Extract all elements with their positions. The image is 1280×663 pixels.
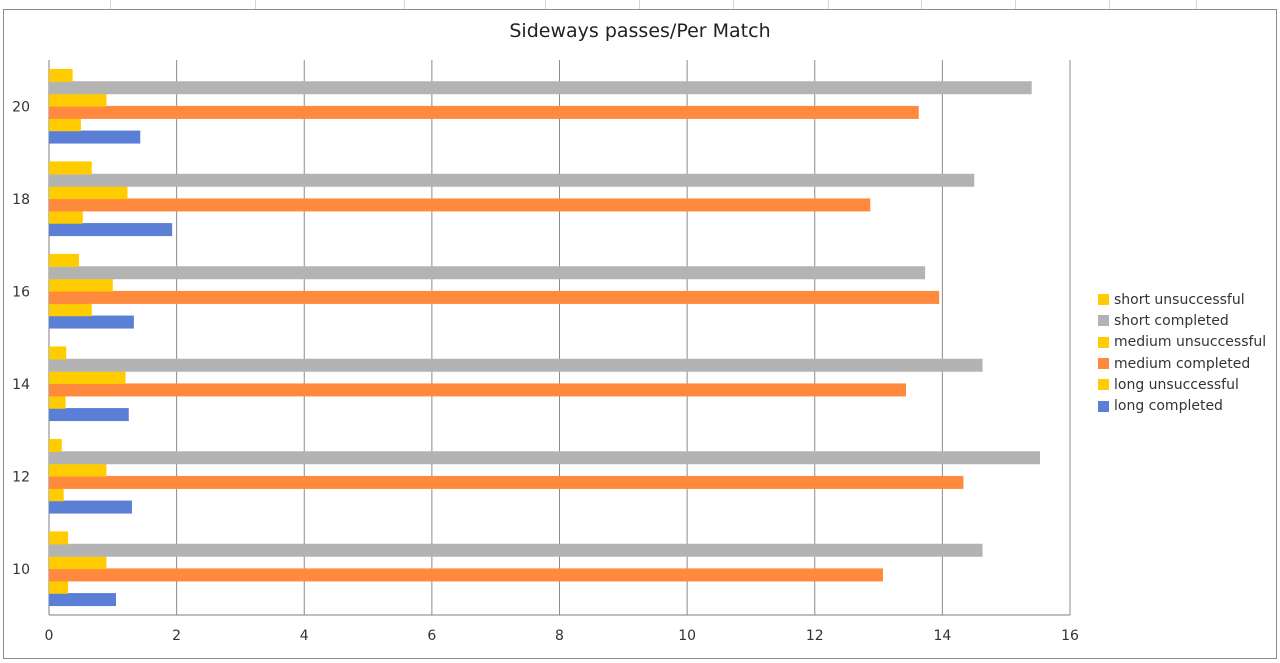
y-tick-label: 16 bbox=[12, 284, 30, 300]
bar bbox=[49, 173, 975, 187]
bar bbox=[49, 105, 919, 119]
legend-label: short unsuccessful bbox=[1114, 291, 1245, 308]
spreadsheet-background bbox=[0, 0, 1280, 9]
x-tick-label: 6 bbox=[427, 628, 436, 644]
sheet-column-line bbox=[404, 0, 405, 9]
x-tick-label: 4 bbox=[300, 628, 309, 644]
bar bbox=[49, 290, 940, 304]
x-tick-label: 0 bbox=[45, 628, 54, 644]
bar bbox=[49, 266, 926, 280]
sheet-column-line bbox=[639, 0, 640, 9]
sheet-column-line bbox=[110, 0, 111, 9]
sheet-column-line bbox=[1196, 0, 1197, 9]
y-tick-label: 12 bbox=[12, 469, 30, 485]
legend-item: medium completed bbox=[1098, 353, 1266, 374]
sheet-column-line bbox=[545, 0, 546, 9]
bar bbox=[49, 395, 66, 409]
bar bbox=[49, 488, 64, 502]
sheet-column-line bbox=[1109, 0, 1110, 9]
legend-item: long completed bbox=[1098, 395, 1266, 416]
legend-swatch bbox=[1098, 379, 1109, 391]
x-tick-label: 12 bbox=[806, 628, 824, 644]
bar bbox=[49, 210, 83, 224]
bar bbox=[49, 346, 67, 360]
bar bbox=[49, 198, 871, 212]
sheet-column-line bbox=[733, 0, 734, 9]
legend-swatch bbox=[1098, 358, 1109, 370]
legend-label: short completed bbox=[1114, 312, 1229, 329]
bar bbox=[49, 278, 113, 292]
bar bbox=[49, 223, 173, 237]
bar bbox=[49, 593, 116, 607]
bar bbox=[49, 130, 141, 144]
bar bbox=[49, 303, 92, 317]
x-tick-label: 8 bbox=[555, 628, 564, 644]
sheet-column-line bbox=[921, 0, 922, 9]
chart-title: Sideways passes/Per Match bbox=[509, 20, 771, 42]
bar bbox=[49, 315, 134, 329]
legend-item: long unsuccessful bbox=[1098, 374, 1266, 395]
bar bbox=[49, 68, 73, 82]
x-tick-label: 2 bbox=[172, 628, 181, 644]
y-tick-label: 14 bbox=[12, 377, 30, 393]
y-tick-label: 20 bbox=[12, 99, 30, 115]
bar bbox=[49, 475, 964, 489]
sheet-column-line bbox=[255, 0, 256, 9]
bar bbox=[49, 451, 1041, 465]
bar bbox=[49, 81, 1032, 95]
bar bbox=[49, 543, 983, 557]
bar bbox=[49, 253, 79, 267]
bar bbox=[49, 371, 126, 385]
bar bbox=[49, 383, 906, 397]
legend-item: short unsuccessful bbox=[1098, 289, 1266, 310]
bar bbox=[49, 186, 128, 200]
sheet-column-line bbox=[828, 0, 829, 9]
bar bbox=[49, 500, 132, 514]
bar bbox=[49, 161, 92, 175]
legend-swatch bbox=[1098, 400, 1109, 412]
sheet-column-line bbox=[1015, 0, 1016, 9]
x-tick-label: 10 bbox=[678, 628, 696, 644]
legend-swatch bbox=[1098, 336, 1109, 348]
bar bbox=[49, 580, 69, 594]
legend-label: long completed bbox=[1114, 398, 1223, 415]
legend-item: short completed bbox=[1098, 310, 1266, 331]
bar bbox=[49, 568, 884, 582]
bar bbox=[49, 556, 107, 570]
y-tick-label: 18 bbox=[12, 192, 30, 208]
bar bbox=[49, 118, 81, 132]
legend-label: medium completed bbox=[1114, 355, 1251, 372]
legend-label: medium unsuccessful bbox=[1114, 334, 1267, 351]
bar bbox=[49, 358, 983, 372]
bar bbox=[49, 438, 62, 452]
bar bbox=[49, 408, 129, 422]
legend-swatch bbox=[1098, 294, 1109, 306]
bar bbox=[49, 93, 107, 107]
legend-item: medium unsuccessful bbox=[1098, 332, 1266, 353]
legend-label: long unsuccessful bbox=[1114, 376, 1239, 393]
legend-swatch bbox=[1098, 315, 1109, 327]
x-tick-label: 16 bbox=[1061, 628, 1079, 644]
bar bbox=[49, 463, 107, 477]
y-tick-label: 10 bbox=[12, 562, 30, 578]
bar bbox=[49, 531, 69, 545]
x-tick-label: 14 bbox=[933, 628, 951, 644]
chart-legend: short unsuccessful short completed medium … bbox=[1098, 289, 1266, 417]
